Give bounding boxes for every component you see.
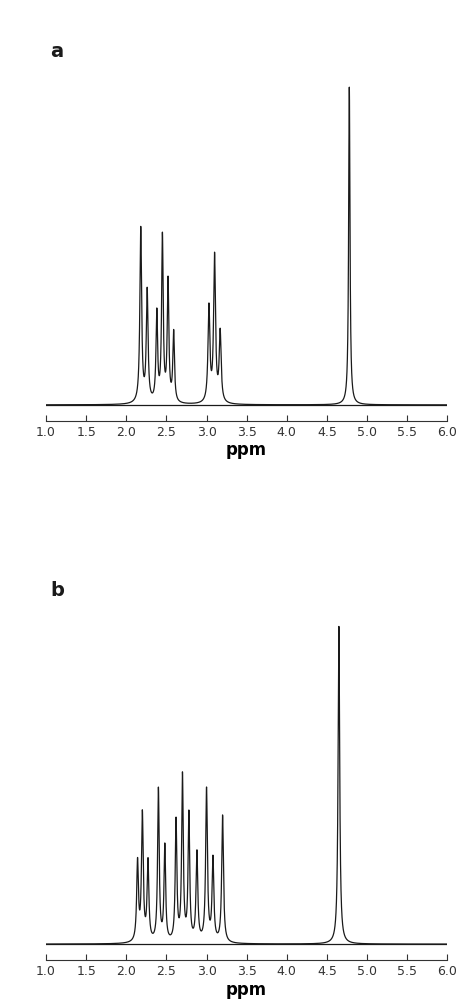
Text: a: a — [50, 42, 63, 61]
X-axis label: ppm: ppm — [226, 441, 267, 459]
X-axis label: ppm: ppm — [226, 981, 267, 999]
Text: b: b — [50, 581, 64, 600]
